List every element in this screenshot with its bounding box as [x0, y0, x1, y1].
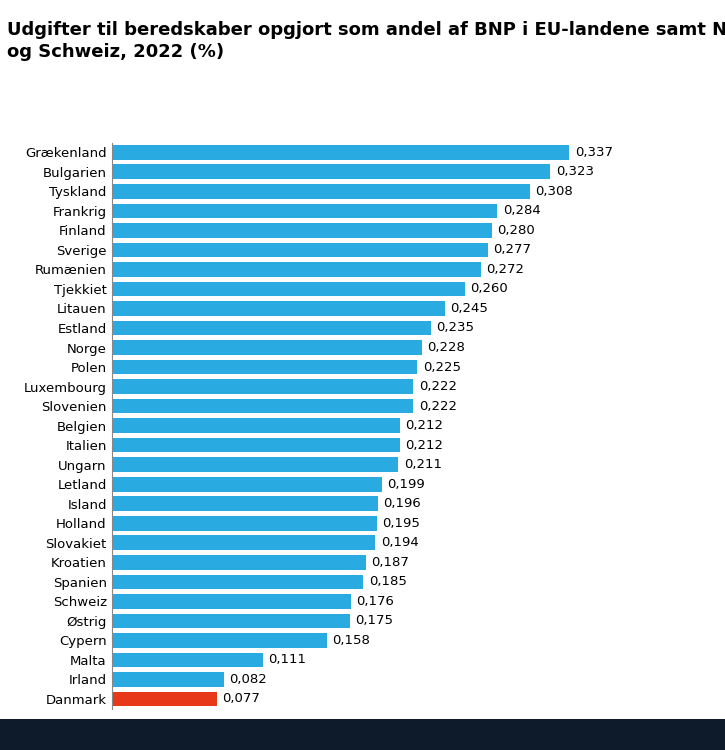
- Text: 0,212: 0,212: [405, 419, 443, 432]
- Bar: [112, 340, 421, 355]
- Bar: [112, 614, 349, 628]
- Text: 0,175: 0,175: [355, 614, 393, 628]
- Text: 0,199: 0,199: [388, 478, 426, 490]
- Bar: [112, 555, 366, 570]
- Text: 0,277: 0,277: [494, 244, 531, 256]
- Text: 0,225: 0,225: [423, 361, 461, 374]
- Bar: [112, 438, 399, 452]
- Bar: [112, 458, 399, 472]
- Bar: [112, 477, 382, 491]
- Bar: [112, 692, 217, 706]
- Text: 0,228: 0,228: [427, 341, 465, 354]
- Text: 0,323: 0,323: [556, 165, 594, 178]
- Bar: [112, 496, 378, 511]
- Text: 0,194: 0,194: [381, 536, 418, 549]
- Bar: [112, 633, 326, 648]
- Bar: [112, 399, 413, 413]
- Text: 0,272: 0,272: [486, 263, 525, 276]
- Bar: [112, 203, 497, 218]
- Text: 0,284: 0,284: [503, 204, 541, 218]
- Bar: [112, 536, 376, 550]
- Text: 0,111: 0,111: [268, 653, 306, 667]
- Text: 0,260: 0,260: [471, 283, 508, 296]
- Bar: [112, 145, 569, 160]
- Text: Udgifter til beredskaber opgjort som andel af BNP i EU-landene samt Norge, Islan: Udgifter til beredskaber opgjort som and…: [7, 21, 725, 62]
- Bar: [112, 594, 351, 609]
- Text: 0,187: 0,187: [371, 556, 409, 568]
- Bar: [112, 360, 418, 374]
- Bar: [112, 380, 413, 394]
- Text: 0,077: 0,077: [222, 692, 260, 706]
- Text: 0,176: 0,176: [357, 595, 394, 608]
- Text: 0,195: 0,195: [382, 517, 420, 530]
- Text: 0,082: 0,082: [229, 673, 267, 686]
- Bar: [112, 516, 377, 530]
- Bar: [112, 672, 223, 687]
- Bar: [112, 223, 492, 238]
- Text: 0,235: 0,235: [436, 322, 474, 334]
- Text: 0,158: 0,158: [332, 634, 370, 647]
- Text: 0,280: 0,280: [497, 224, 535, 237]
- Bar: [112, 321, 431, 335]
- Text: 0,222: 0,222: [419, 380, 457, 393]
- Text: 0,211: 0,211: [404, 458, 442, 471]
- Text: 0,196: 0,196: [384, 497, 421, 510]
- Bar: [112, 574, 363, 590]
- Text: 0,222: 0,222: [419, 400, 457, 412]
- Bar: [112, 281, 465, 296]
- Bar: [112, 242, 488, 257]
- Text: 0,212: 0,212: [405, 439, 443, 452]
- Text: 0,245: 0,245: [450, 302, 488, 315]
- Text: 0,337: 0,337: [575, 146, 613, 159]
- Bar: [112, 419, 399, 433]
- Text: 0,308: 0,308: [535, 184, 573, 198]
- Bar: [112, 302, 444, 316]
- Bar: [112, 184, 530, 199]
- Bar: [112, 652, 263, 668]
- Bar: [112, 164, 550, 179]
- Text: 0,185: 0,185: [368, 575, 407, 588]
- Bar: [112, 262, 481, 277]
